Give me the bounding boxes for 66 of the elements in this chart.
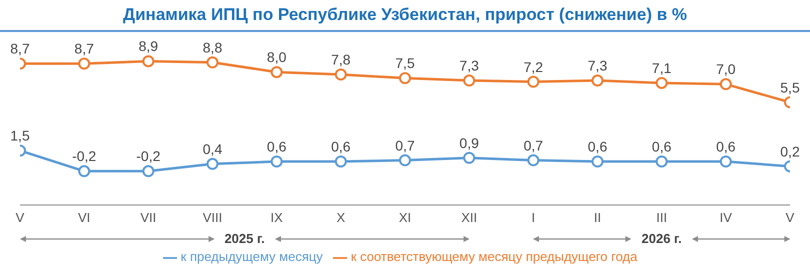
- data-label: 7,1: [652, 60, 672, 76]
- point: [334, 156, 347, 168]
- legend-label: к соответствующему месяцу предыдущего года: [350, 249, 638, 264]
- point: [720, 156, 732, 168]
- point: [592, 156, 604, 168]
- data-label: 7,0: [716, 61, 736, 78]
- data-label: 0,7: [524, 137, 544, 154]
- x-tick-label: V: [786, 210, 795, 226]
- x-tick-label: V: [16, 210, 25, 226]
- data-label: 0,7: [395, 137, 415, 154]
- point: [656, 156, 668, 168]
- point: [656, 76, 668, 89]
- data-label: -0,2: [136, 148, 161, 164]
- point: [527, 76, 540, 88]
- x-tick-label: VIII: [202, 210, 222, 226]
- point: [399, 72, 411, 84]
- data-label: 8,7: [10, 40, 30, 57]
- x-tick-label: X: [336, 210, 346, 226]
- point: [334, 68, 347, 80]
- point: [592, 74, 604, 87]
- data-label: 8,0: [266, 49, 287, 66]
- data-label: 8,7: [74, 40, 94, 57]
- data-label: 0,9: [459, 134, 480, 151]
- data-label: -0,2: [72, 148, 96, 164]
- point: [206, 158, 218, 170]
- point: [463, 152, 476, 164]
- x-tick-label: IX: [270, 210, 284, 226]
- x-tick-label: IV: [720, 210, 732, 226]
- data-label: 0,6: [652, 138, 672, 154]
- x-tick-label: XI: [398, 210, 412, 226]
- data-label: 0,2: [780, 143, 800, 160]
- point: [78, 165, 90, 178]
- legend-label: к предыдущему месяцу: [180, 249, 323, 264]
- x-tick-label: III: [656, 210, 668, 226]
- data-label: 7,8: [331, 52, 351, 68]
- data-label: 8,8: [202, 39, 222, 56]
- data-label: 7,3: [588, 58, 608, 74]
- data-label: 7,5: [395, 55, 415, 72]
- point: [78, 58, 90, 70]
- point: [270, 156, 283, 168]
- data-label: 0,6: [588, 138, 608, 154]
- data-label: 0,4: [202, 140, 222, 157]
- x-tick-label: I: [532, 210, 536, 226]
- point: [142, 55, 154, 68]
- point: [527, 154, 540, 166]
- x-tick-label: VI: [78, 210, 90, 226]
- point: [142, 165, 154, 178]
- x-tick-label: XII: [461, 210, 478, 226]
- point: [720, 78, 732, 90]
- point: [463, 74, 476, 87]
- x-tick-label: II: [594, 210, 602, 226]
- data-label: 0,6: [716, 138, 736, 154]
- data-label: 1,5: [10, 128, 30, 144]
- point: [399, 154, 411, 166]
- x-tick-label: VII: [140, 210, 156, 226]
- point: [270, 66, 283, 78]
- data-label: 0,6: [266, 138, 287, 154]
- data-label: 7,3: [459, 58, 480, 74]
- text: 2025 г.: [223, 231, 266, 246]
- data-label: 0,6: [331, 138, 351, 154]
- data-label: 7,2: [524, 58, 544, 75]
- data-label: 8,9: [138, 38, 158, 54]
- data-label: 5,5: [780, 79, 800, 96]
- point: [206, 56, 218, 68]
- text: 2026 г.: [640, 231, 683, 246]
- chart-title: Динамика ИПЦ по Республике Узбекистан, прирост (снижение) в %: [0, 0, 810, 32]
